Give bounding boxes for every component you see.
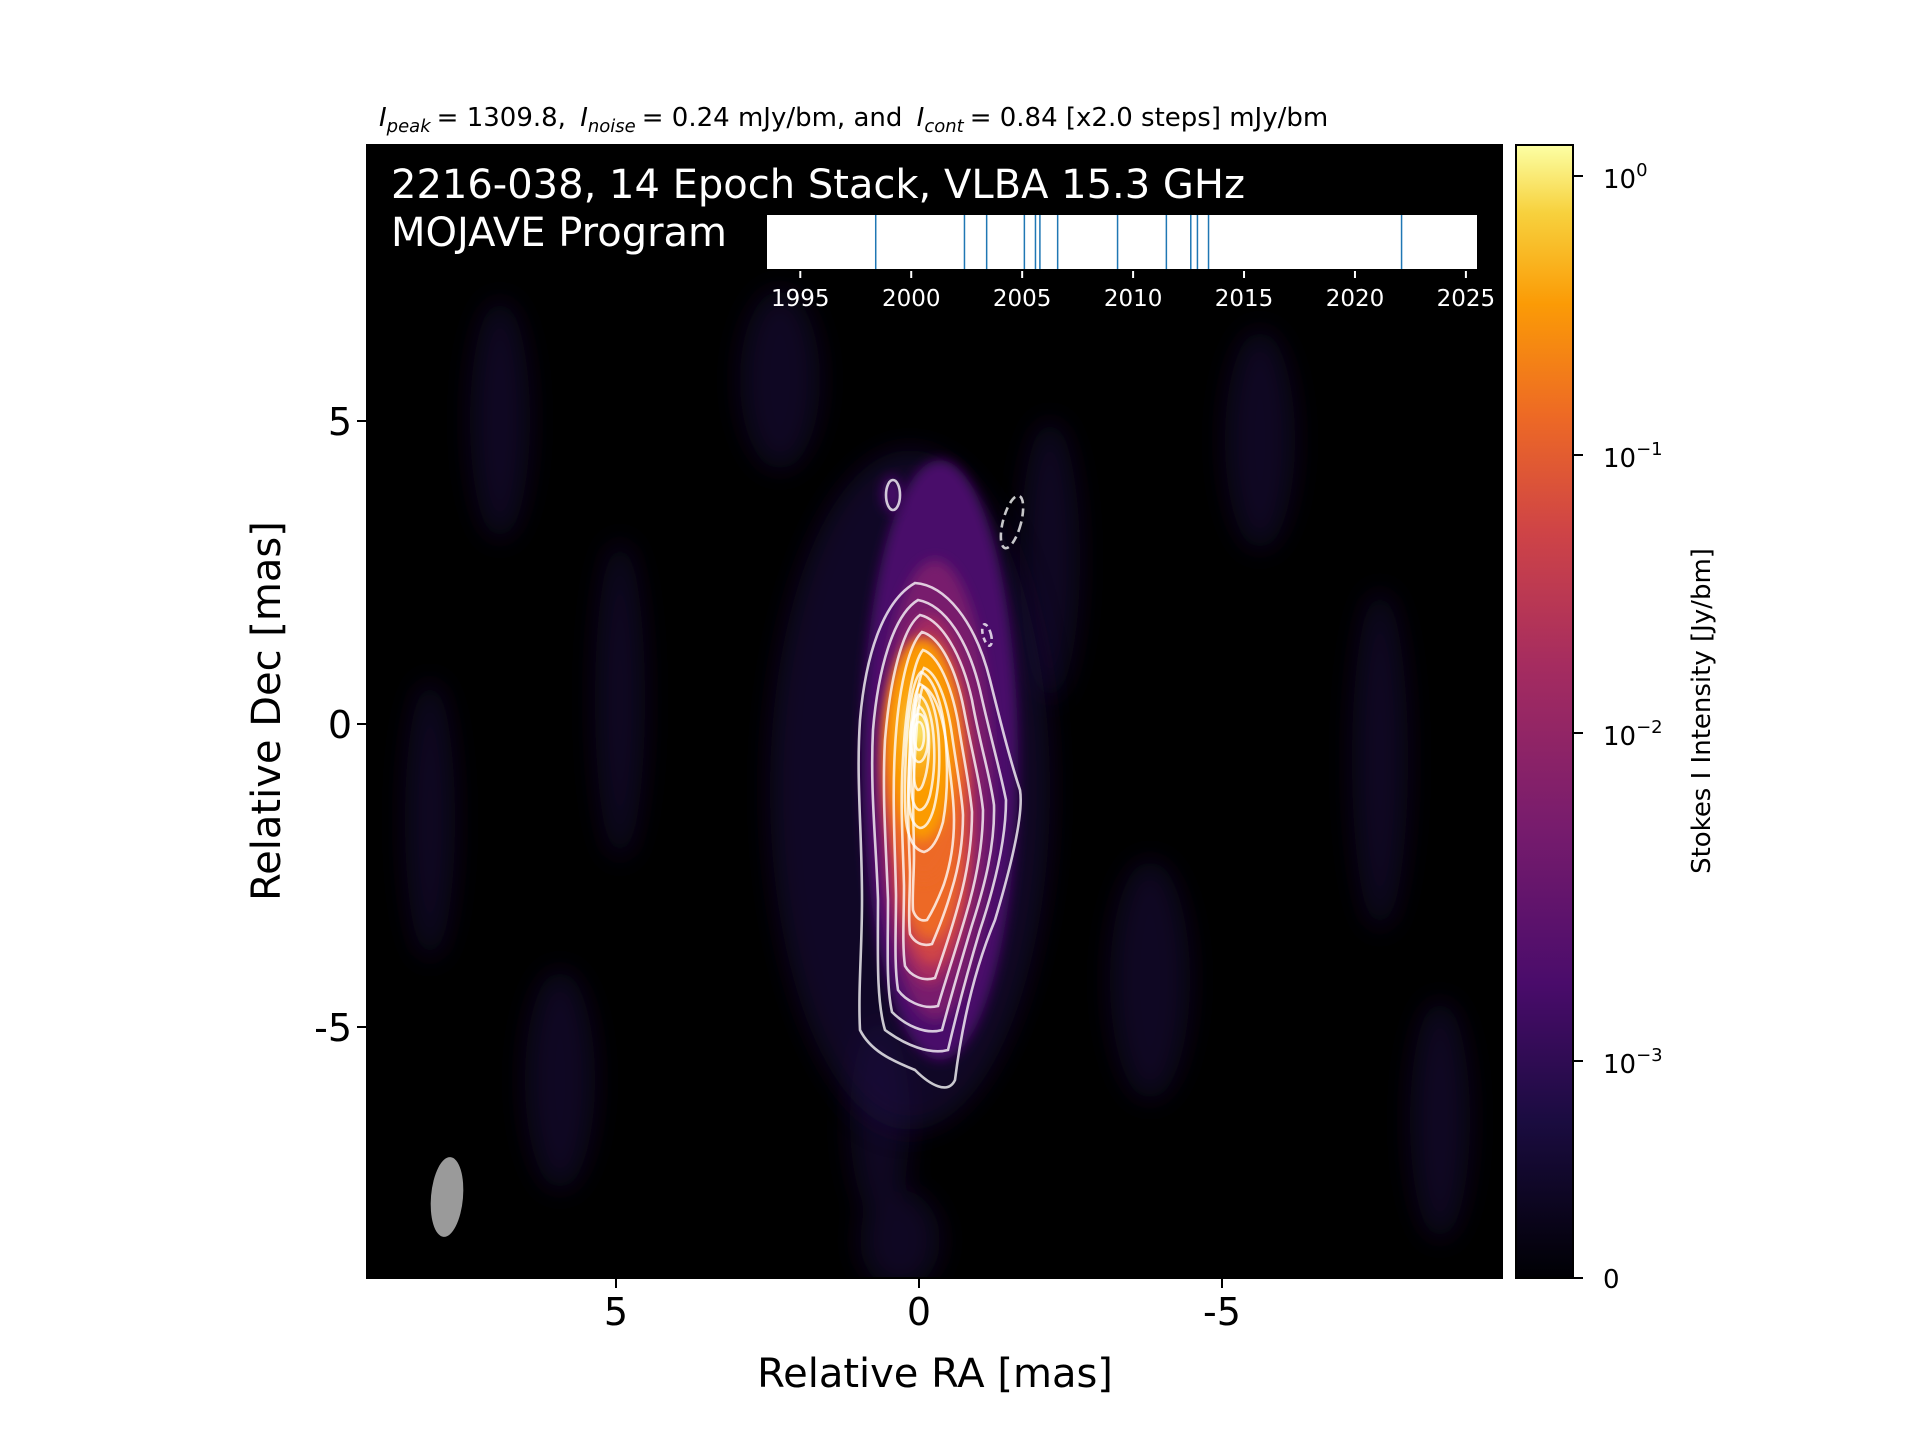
contour-13 — [912, 720, 926, 752]
timeline-ticks: 1995 2000 2005 2010 2015 2020 2025 — [771, 271, 1495, 312]
contour-negative-1 — [999, 494, 1025, 550]
colorbar-tick-label: 10−3 — [1603, 1045, 1663, 1080]
colorbar-tick-label: 0 — [1603, 1265, 1620, 1295]
contour-10 — [909, 693, 936, 812]
timeline-tick-label: 2010 — [1104, 286, 1163, 312]
timeline-tick-label: 2015 — [1215, 286, 1274, 312]
subtitle: Ipeak = 1309.8, Inoise = 0.24 mJy/bm, and … — [379, 103, 1328, 137]
plot-frame — [366, 144, 1503, 1279]
y-axis-label: Relative Dec [mas] — [244, 521, 290, 901]
y-tick-label: 0 — [328, 703, 352, 747]
contour-2 — [870, 598, 1008, 1053]
colorbar: 100 10−1 10−2 10−3 0 Stokes I Intensity … — [1515, 144, 1717, 1295]
x-axis-label: Relative RA [mas] — [757, 1351, 1113, 1397]
colorbar-gradient — [1515, 144, 1574, 1279]
timeline-tick-label: 2005 — [993, 286, 1052, 312]
timeline-tick-label: 1995 — [771, 286, 830, 312]
timeline-tick-label: 2000 — [882, 286, 941, 312]
contour-7 — [911, 684, 956, 922]
contour-8 — [903, 670, 949, 854]
contours — [857, 478, 1025, 1089]
colorbar-tick-label: 10−1 — [1603, 439, 1663, 474]
y-tick-label: -5 — [314, 1006, 352, 1050]
contour-4 — [892, 630, 985, 1009]
contour-3 — [882, 613, 996, 1033]
colorbar-tick-label: 100 — [1603, 160, 1648, 195]
x-axis: 5 0 -5 Relative RA [mas] — [604, 1278, 1241, 1397]
colorbar-label: Stokes I Intensity [Jy/bm] — [1687, 548, 1717, 874]
x-tick-label: 5 — [604, 1290, 628, 1334]
title-line1: 2216-038, 14 Epoch Stack, VLBA 15.3 GHz — [391, 162, 1245, 208]
contour-island — [884, 478, 902, 512]
contour-5 — [900, 648, 974, 981]
y-axis: 5 0 -5 Relative Dec [mas] — [244, 400, 367, 1050]
x-tick-label: -5 — [1203, 1290, 1241, 1334]
restoring-beam — [430, 1157, 464, 1237]
contour-12 — [908, 712, 930, 764]
colorbar-tick-label: 10−2 — [1603, 717, 1663, 752]
image-panel: 2216-038, 14 Epoch Stack, VLBA 15.3 GHz … — [366, 144, 1503, 1279]
epoch-timeline: 1995 2000 2005 2010 2015 2020 2025 — [767, 215, 1495, 312]
y-tick-label: 5 — [328, 400, 352, 444]
contour-1 — [857, 581, 1022, 1089]
x-tick-label: 0 — [907, 1290, 931, 1334]
epoch-timeline-background — [767, 215, 1477, 269]
title-line2: MOJAVE Program — [391, 210, 727, 256]
timeline-tick-label: 2025 — [1437, 286, 1496, 312]
contour-negative-2 — [980, 623, 994, 647]
noise-background — [405, 290, 1470, 1278]
timeline-tick-label: 2020 — [1326, 286, 1385, 312]
epoch-lines — [874, 215, 1403, 269]
